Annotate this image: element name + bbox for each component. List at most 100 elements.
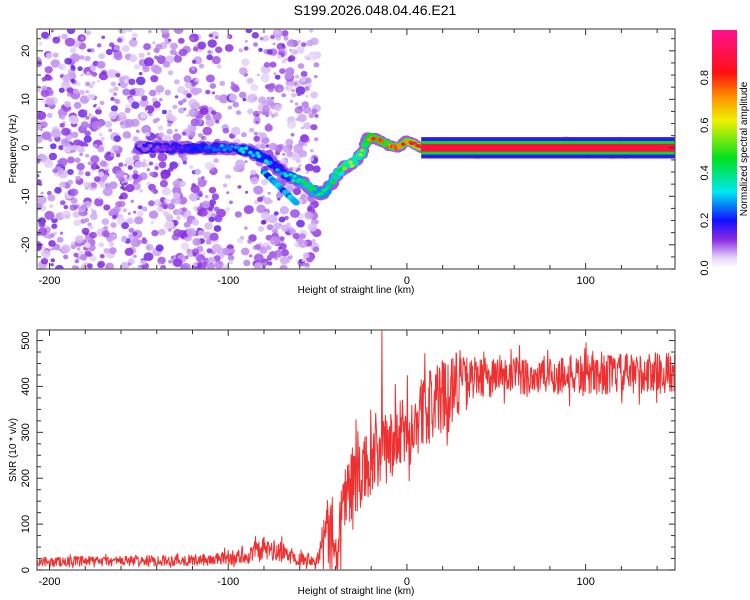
spectrogram-noise-cell	[182, 98, 187, 103]
spectrogram-noise-cell	[173, 228, 182, 237]
spectrogram-noise-cell	[172, 192, 180, 199]
spectrogram-noise-cell	[150, 75, 159, 83]
spectrogram-noise-cell	[59, 231, 64, 235]
spectrogram-noise-cell	[121, 45, 130, 52]
spectrogram-ridge-cell	[322, 188, 327, 192]
spectrogram-noise-cell	[292, 167, 298, 172]
spectrogram-ridge-cell	[312, 187, 317, 191]
spectrogram-noise-cell	[89, 48, 95, 53]
spectrogram-ridge-cell	[338, 167, 343, 171]
spectrogram-noise-cell	[67, 179, 74, 185]
spectrogram-noise-cell	[134, 64, 141, 70]
spectrogram-noise-cell	[169, 161, 178, 169]
spectrogram-noise-cell	[180, 242, 190, 251]
spectrogram-noise-cell	[113, 234, 117, 238]
spectrogram-noise-cell	[309, 157, 315, 162]
x-tick-label: 0	[404, 576, 410, 588]
spectrogram-noise-cell	[189, 36, 195, 41]
spectrogram-noise-cell	[281, 43, 285, 47]
spectrogram-noise-cell	[311, 108, 318, 115]
spectrogram-noise-cell	[99, 100, 105, 106]
spectrogram-noise-cell	[115, 170, 124, 179]
spectrogram-noise-cell	[105, 262, 114, 269]
spectrogram-noise-cell	[71, 265, 78, 269]
spectrogram-noise-cell	[167, 109, 173, 114]
spectrogram-noise-cell	[142, 206, 148, 212]
spectrogram-noise-cell	[41, 85, 48, 91]
spectrogram-noise-cell	[277, 197, 281, 201]
spectrogram-noise-cell	[280, 158, 286, 163]
spectrogram-noise-cell	[292, 187, 302, 196]
spectrogram-noise-cell	[101, 218, 110, 226]
spectrogram-noise-cell	[246, 77, 254, 84]
spectrogram-noise-cell	[313, 62, 320, 68]
spectrogram-noise-cell	[61, 244, 71, 254]
spectrogram-noise-cell	[45, 97, 55, 106]
x-tick-label: 0	[404, 275, 410, 287]
spectrogram-noise-cell	[97, 106, 101, 110]
spectrogram-noise-cell	[96, 61, 106, 69]
spectrogram-noise-cell	[302, 106, 312, 114]
spectrogram-noise-cell	[38, 227, 48, 236]
spectrogram-noise-cell	[88, 225, 94, 230]
spectrogram-noise-cell	[308, 112, 315, 119]
spectrogram-noise-cell	[146, 52, 151, 56]
spectrogram-noise-cell	[176, 215, 181, 220]
spectrogram-noise-cell	[174, 79, 180, 85]
spectrogram-noise-cell	[122, 131, 131, 139]
spectrogram-noise-cell	[57, 64, 64, 70]
spectrogram-noise-cell	[229, 248, 236, 254]
spectrogram-noise-cell	[94, 176, 101, 183]
spectrogram-noise-cell	[152, 41, 156, 45]
spectrogram-noise-cell	[173, 258, 183, 268]
spectrogram-noise-cell	[38, 41, 43, 45]
spectrogram-noise-cell	[110, 152, 115, 157]
spectrogram-ridge-cell	[283, 173, 289, 178]
spectrogram-noise-cell	[298, 164, 302, 168]
spectrogram-noise-cell	[299, 134, 309, 143]
spectrogram-noise-cell	[148, 30, 152, 34]
spectrogram-noise-cell	[194, 168, 202, 175]
spectrogram-noise-cell	[73, 219, 82, 227]
spectrogram-noise-cell	[216, 64, 222, 69]
spectrogram-noise-cell	[231, 126, 241, 136]
spectrogram-noise-cell	[120, 261, 130, 269]
spectrogram-noise-cell	[247, 108, 254, 115]
spectrogram-noise-cell	[265, 234, 272, 241]
spectrogram-noise-cell	[282, 45, 286, 49]
spectrogram-ridge-cell	[248, 150, 253, 155]
spectrogram-noise-cell	[112, 215, 117, 220]
spectrogram-noise-cell	[263, 197, 272, 205]
spectrogram-noise-cell	[274, 29, 280, 35]
spectrogram-noise-cell	[106, 69, 117, 79]
spectrogram-noise-cell	[51, 129, 61, 139]
spectrogram-noise-cell	[222, 183, 228, 188]
spectrogram-noise-cell	[84, 186, 89, 190]
spectrogram-noise-cell	[285, 138, 294, 146]
spectrogram-noise-cell	[241, 132, 247, 138]
spectrogram-noise-cell	[83, 135, 92, 143]
spectrogram-noise-cell	[314, 137, 319, 142]
spectrogram-noise-cell	[240, 247, 250, 256]
spectrogram-noise-cell	[162, 205, 168, 210]
spectrogram-noise-cell	[198, 63, 205, 69]
spectrogram-noise-cell	[48, 152, 58, 161]
spectrogram-noise-cell	[95, 165, 100, 170]
spectrogram-noise-cell	[53, 231, 58, 236]
spectrogram-noise-cell	[116, 115, 120, 119]
spectrogram-noise-cell	[186, 227, 197, 237]
spectrogram-noise-cell	[96, 43, 102, 48]
spectrogram-noise-cell	[91, 81, 96, 85]
colorbar-tick-label: 0.8	[699, 70, 711, 85]
spectrogram-noise-cell	[206, 54, 213, 61]
spectrogram-noise-cell	[66, 29, 76, 35]
spectrogram-noise-cell	[108, 210, 115, 217]
spectrogram-noise-cell	[181, 207, 187, 213]
y-tick-label: 20	[20, 45, 32, 57]
spectrogram-noise-cell	[40, 258, 49, 265]
spectrogram-noise-cell	[291, 93, 297, 98]
spectrogram-noise-cell	[58, 145, 64, 151]
spectrogram-noise-cell	[161, 187, 171, 196]
spectrogram-noise-cell	[69, 188, 79, 197]
spectrogram-noise-cell	[38, 154, 48, 163]
